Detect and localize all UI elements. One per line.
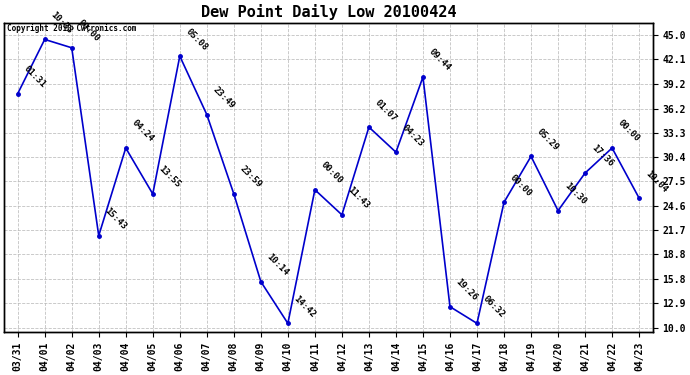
- Text: 05:29: 05:29: [535, 127, 560, 152]
- Text: 13:55: 13:55: [157, 164, 182, 190]
- Text: 14:42: 14:42: [292, 294, 317, 319]
- Text: 01:07: 01:07: [373, 98, 398, 123]
- Text: 15:43: 15:43: [103, 206, 128, 231]
- Text: 10:33: 10:33: [49, 10, 75, 35]
- Text: 23:49: 23:49: [211, 85, 237, 110]
- Text: 19:26: 19:26: [454, 277, 480, 303]
- Text: Copyright 2010 Cwtronics.com: Copyright 2010 Cwtronics.com: [8, 24, 137, 33]
- Text: 09:44: 09:44: [427, 48, 453, 73]
- Text: 11:43: 11:43: [346, 185, 371, 211]
- Text: 04:24: 04:24: [130, 118, 155, 144]
- Text: 23:59: 23:59: [238, 164, 264, 190]
- Text: 00:00: 00:00: [76, 18, 101, 44]
- Text: 01:31: 01:31: [22, 64, 47, 90]
- Text: 17:36: 17:36: [589, 144, 615, 169]
- Text: 06:32: 06:32: [481, 294, 506, 319]
- Text: 05:08: 05:08: [184, 27, 209, 52]
- Text: 10:04: 10:04: [643, 169, 669, 194]
- Title: Dew Point Daily Low 20100424: Dew Point Daily Low 20100424: [201, 4, 456, 20]
- Text: 00:00: 00:00: [616, 118, 642, 144]
- Text: 04:23: 04:23: [400, 123, 426, 148]
- Text: 00:00: 00:00: [319, 160, 344, 186]
- Text: 00:00: 00:00: [508, 173, 533, 198]
- Text: 10:14: 10:14: [265, 252, 290, 278]
- Text: 10:30: 10:30: [562, 181, 588, 207]
